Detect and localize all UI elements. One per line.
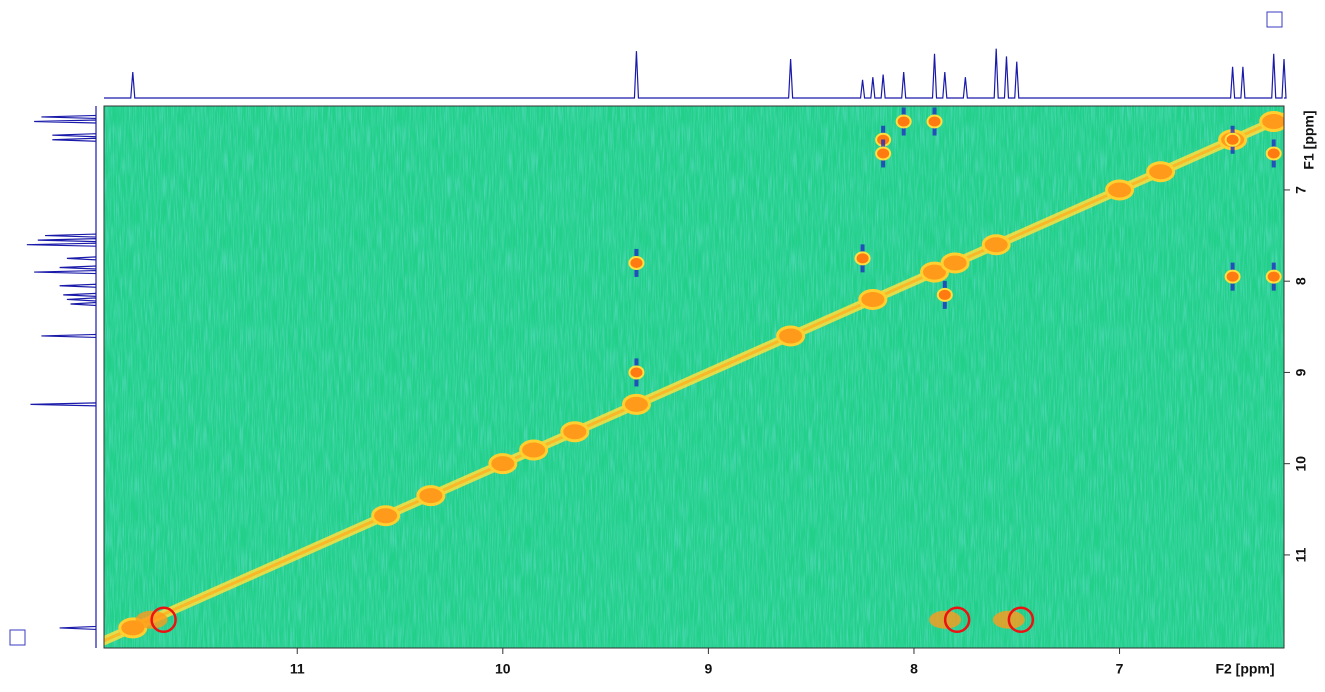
cross-peak: [628, 255, 645, 270]
y-tick-label: 11: [1293, 547, 1309, 562]
plot-area: [104, 107, 1284, 646]
cross-peak: [1224, 132, 1241, 147]
corner-box: [1266, 11, 1283, 28]
x-tick-label: 11: [290, 661, 305, 677]
highlight-circle: [150, 606, 177, 633]
left-projection: [26, 106, 97, 648]
cross-peak: [1265, 269, 1282, 284]
y-tick-label: 8: [1293, 277, 1309, 285]
top-projection: [104, 48, 1287, 99]
diagonal-peak: [940, 252, 970, 274]
diagonal-peak: [920, 261, 950, 283]
y-tick-label: 9: [1293, 368, 1309, 376]
plot-frame: [103, 105, 1285, 649]
x-tick-label: 8: [910, 661, 918, 677]
x-tick-label: 9: [704, 661, 712, 677]
cross-peak: [628, 365, 645, 380]
cross-peak: [1265, 146, 1282, 161]
diagonal-peak: [519, 439, 549, 461]
highlight-circle: [943, 606, 971, 633]
cross-peak: [1224, 269, 1241, 284]
y-tick-label: 7: [1293, 186, 1309, 194]
cross-peak: [854, 251, 871, 266]
x-axis-label: F2 [ppm]: [1215, 661, 1274, 677]
diagonal-peak: [560, 421, 590, 443]
cross-peak: [926, 114, 943, 129]
diagonal-peak: [621, 393, 651, 415]
x-tick-label: 7: [1116, 661, 1124, 677]
diagonal-core: [104, 115, 1284, 643]
diagonal-peak: [858, 288, 888, 310]
highlight-circle: [1007, 606, 1035, 633]
diagonal-peak: [371, 505, 401, 527]
diagonal-peak: [776, 325, 806, 347]
diagonal-peak: [1259, 111, 1284, 133]
cross-peak: [875, 146, 892, 161]
cross-peak: [895, 114, 912, 129]
diagonal-peak: [488, 453, 518, 475]
y-axis-label: F1 [ppm]: [1301, 110, 1317, 169]
diagonal-peak: [416, 485, 446, 507]
cross-peak: [936, 287, 953, 302]
diagonal-peak: [981, 234, 1011, 256]
y-tick-label: 10: [1293, 456, 1309, 472]
diagonal-peak: [1105, 179, 1135, 201]
corner-box: [9, 629, 26, 646]
diagonal-peak: [1146, 161, 1176, 183]
x-tick-label: 10: [495, 661, 511, 677]
